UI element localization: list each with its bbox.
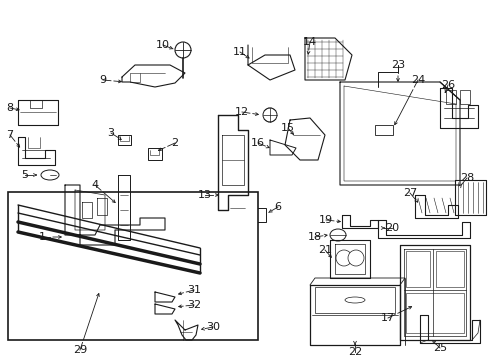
Text: 17: 17 [380, 313, 394, 323]
Text: 23: 23 [390, 60, 404, 70]
Text: 5: 5 [21, 170, 28, 180]
Bar [148, 148, 162, 160]
Circle shape [175, 42, 191, 58]
Text: 1: 1 [39, 232, 45, 242]
Bar [405, 293, 463, 333]
Text: 25: 25 [432, 343, 446, 353]
Text: 24: 24 [410, 75, 424, 85]
Text: 20: 20 [384, 223, 398, 233]
Text: 4: 4 [91, 180, 99, 190]
Text: 16: 16 [250, 138, 264, 148]
Bar [314, 287, 394, 313]
Bar [459, 90, 469, 104]
Text: 31: 31 [186, 285, 201, 295]
Text: 21: 21 [317, 245, 331, 255]
Text: 3: 3 [107, 128, 114, 138]
Ellipse shape [345, 297, 364, 303]
Circle shape [335, 250, 351, 266]
Text: 22: 22 [347, 347, 362, 357]
Text: 8: 8 [6, 103, 14, 113]
Bar [435, 251, 463, 287]
Text: 30: 30 [205, 322, 220, 332]
Text: 28: 28 [459, 173, 473, 183]
Text: 2: 2 [171, 138, 178, 148]
Bar [218, 208, 265, 222]
Text: 32: 32 [186, 300, 201, 310]
Text: 6: 6 [274, 202, 281, 212]
Bar [374, 125, 392, 135]
Circle shape [347, 250, 363, 266]
Text: 19: 19 [318, 215, 332, 225]
Bar [8, 192, 258, 340]
Bar [445, 90, 455, 104]
Text: 18: 18 [307, 232, 322, 242]
Text: 15: 15 [281, 123, 294, 133]
Bar [118, 135, 131, 145]
Text: 7: 7 [6, 130, 14, 140]
Bar [405, 251, 429, 287]
Ellipse shape [329, 229, 346, 241]
Text: 9: 9 [99, 75, 106, 85]
Text: 29: 29 [73, 345, 87, 355]
Ellipse shape [41, 170, 59, 180]
Text: 27: 27 [402, 188, 416, 198]
Text: 14: 14 [303, 37, 316, 47]
Text: 26: 26 [440, 80, 454, 90]
Text: 11: 11 [232, 47, 246, 57]
Circle shape [263, 108, 276, 122]
Text: 13: 13 [198, 190, 212, 200]
Text: 10: 10 [156, 40, 170, 50]
Text: 12: 12 [234, 107, 248, 117]
